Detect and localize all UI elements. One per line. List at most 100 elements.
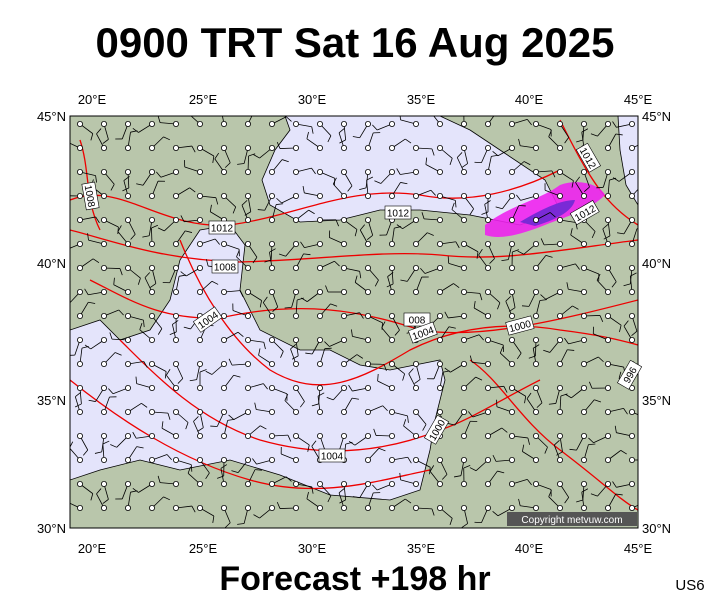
barb-station — [533, 432, 540, 439]
barb-flag — [214, 152, 220, 160]
barb-flag — [332, 177, 337, 185]
barb-flag — [576, 139, 584, 143]
barb-station — [268, 312, 275, 319]
barb-station — [533, 312, 540, 319]
barb-flag — [612, 121, 617, 128]
barb-flag — [136, 183, 144, 186]
barb-station — [125, 264, 132, 271]
barb-flag — [224, 522, 231, 528]
barb-flag — [455, 241, 460, 249]
barb-flag — [560, 393, 568, 397]
barb-station — [125, 240, 132, 247]
barb-station — [101, 240, 108, 247]
barb-station — [244, 264, 251, 271]
barb-flag — [311, 126, 314, 134]
isobar-label: 1008 — [211, 259, 239, 274]
barb-station — [125, 192, 132, 199]
isobar-label-text: 1008 — [82, 184, 97, 208]
barb-flag — [338, 488, 345, 494]
barb-station — [196, 336, 203, 343]
barb-station — [629, 480, 636, 487]
barb-flag — [191, 505, 196, 513]
barb-flag — [596, 273, 601, 281]
barb-station — [172, 408, 179, 415]
barb-flag — [132, 127, 139, 133]
barb-flag — [75, 392, 82, 398]
barb-flag — [456, 152, 463, 158]
barb-flag — [556, 451, 563, 456]
barb-station — [148, 408, 155, 415]
barb-flag — [248, 153, 256, 157]
barb-flag — [96, 128, 102, 135]
barb-station — [316, 360, 323, 367]
barb-station — [340, 336, 347, 343]
barb-station — [629, 432, 636, 439]
barb-station — [436, 121, 443, 128]
barb-flag — [167, 412, 171, 420]
barb-station — [172, 456, 179, 463]
barb-station — [605, 432, 612, 439]
barb-flag — [187, 466, 191, 474]
barb-station — [533, 480, 540, 487]
barb-flag — [263, 383, 268, 390]
barb-station — [484, 192, 491, 199]
barb-station — [340, 240, 347, 247]
barb-station — [484, 144, 491, 151]
barb-flag — [527, 437, 530, 445]
barb-station — [581, 480, 588, 487]
barb-station — [436, 480, 443, 487]
barb-station — [316, 288, 323, 295]
barb-flag — [536, 402, 543, 408]
barb-station — [508, 336, 515, 343]
barb-station — [581, 408, 588, 415]
barb-station — [101, 456, 108, 463]
barb-station — [484, 456, 491, 463]
barb-station — [436, 144, 443, 151]
barb-flag — [90, 493, 94, 501]
barb-flag — [352, 496, 360, 499]
barb-station — [557, 456, 564, 463]
barb-flag — [324, 341, 330, 347]
barb-flag — [156, 171, 162, 178]
barb-station — [220, 480, 227, 487]
barb-flag — [551, 170, 556, 178]
barb-station — [460, 192, 467, 199]
barb-station — [629, 240, 636, 247]
barb-flag — [334, 260, 340, 267]
barb-station — [364, 432, 371, 439]
barb-flag — [311, 403, 319, 407]
barb-station — [148, 504, 155, 511]
barb-flag — [276, 197, 282, 204]
barb-flag — [447, 256, 450, 264]
barb-flag — [348, 440, 356, 446]
barb-flag — [197, 427, 204, 432]
barb-station — [629, 288, 636, 295]
barb-station — [484, 432, 491, 439]
barb-station — [533, 240, 540, 247]
barb-station — [77, 504, 84, 511]
barb-flag — [377, 373, 379, 382]
barb-station — [244, 384, 251, 391]
barb-flag — [285, 116, 292, 122]
barb-flag — [183, 326, 191, 330]
barb-station — [436, 216, 443, 223]
barb-station — [340, 480, 347, 487]
barb-station — [484, 121, 491, 128]
barb-flag — [117, 225, 122, 232]
barb-station — [605, 408, 612, 415]
barb-flag — [95, 216, 100, 224]
top-lon-label: 40°E — [515, 92, 544, 107]
barb-flag — [468, 411, 474, 418]
bottom-lon-label: 45°E — [624, 541, 653, 556]
barb-flag — [280, 351, 284, 358]
barb-station — [436, 264, 443, 271]
barb-station — [268, 384, 275, 391]
barb-flag — [122, 187, 130, 192]
barb-station — [581, 288, 588, 295]
barb-station — [77, 360, 84, 367]
barb-station — [316, 216, 323, 223]
barb-flag — [521, 305, 530, 307]
right-lat-label: 40°N — [642, 256, 671, 271]
barb-flag — [517, 250, 524, 255]
barb-station — [484, 504, 491, 511]
